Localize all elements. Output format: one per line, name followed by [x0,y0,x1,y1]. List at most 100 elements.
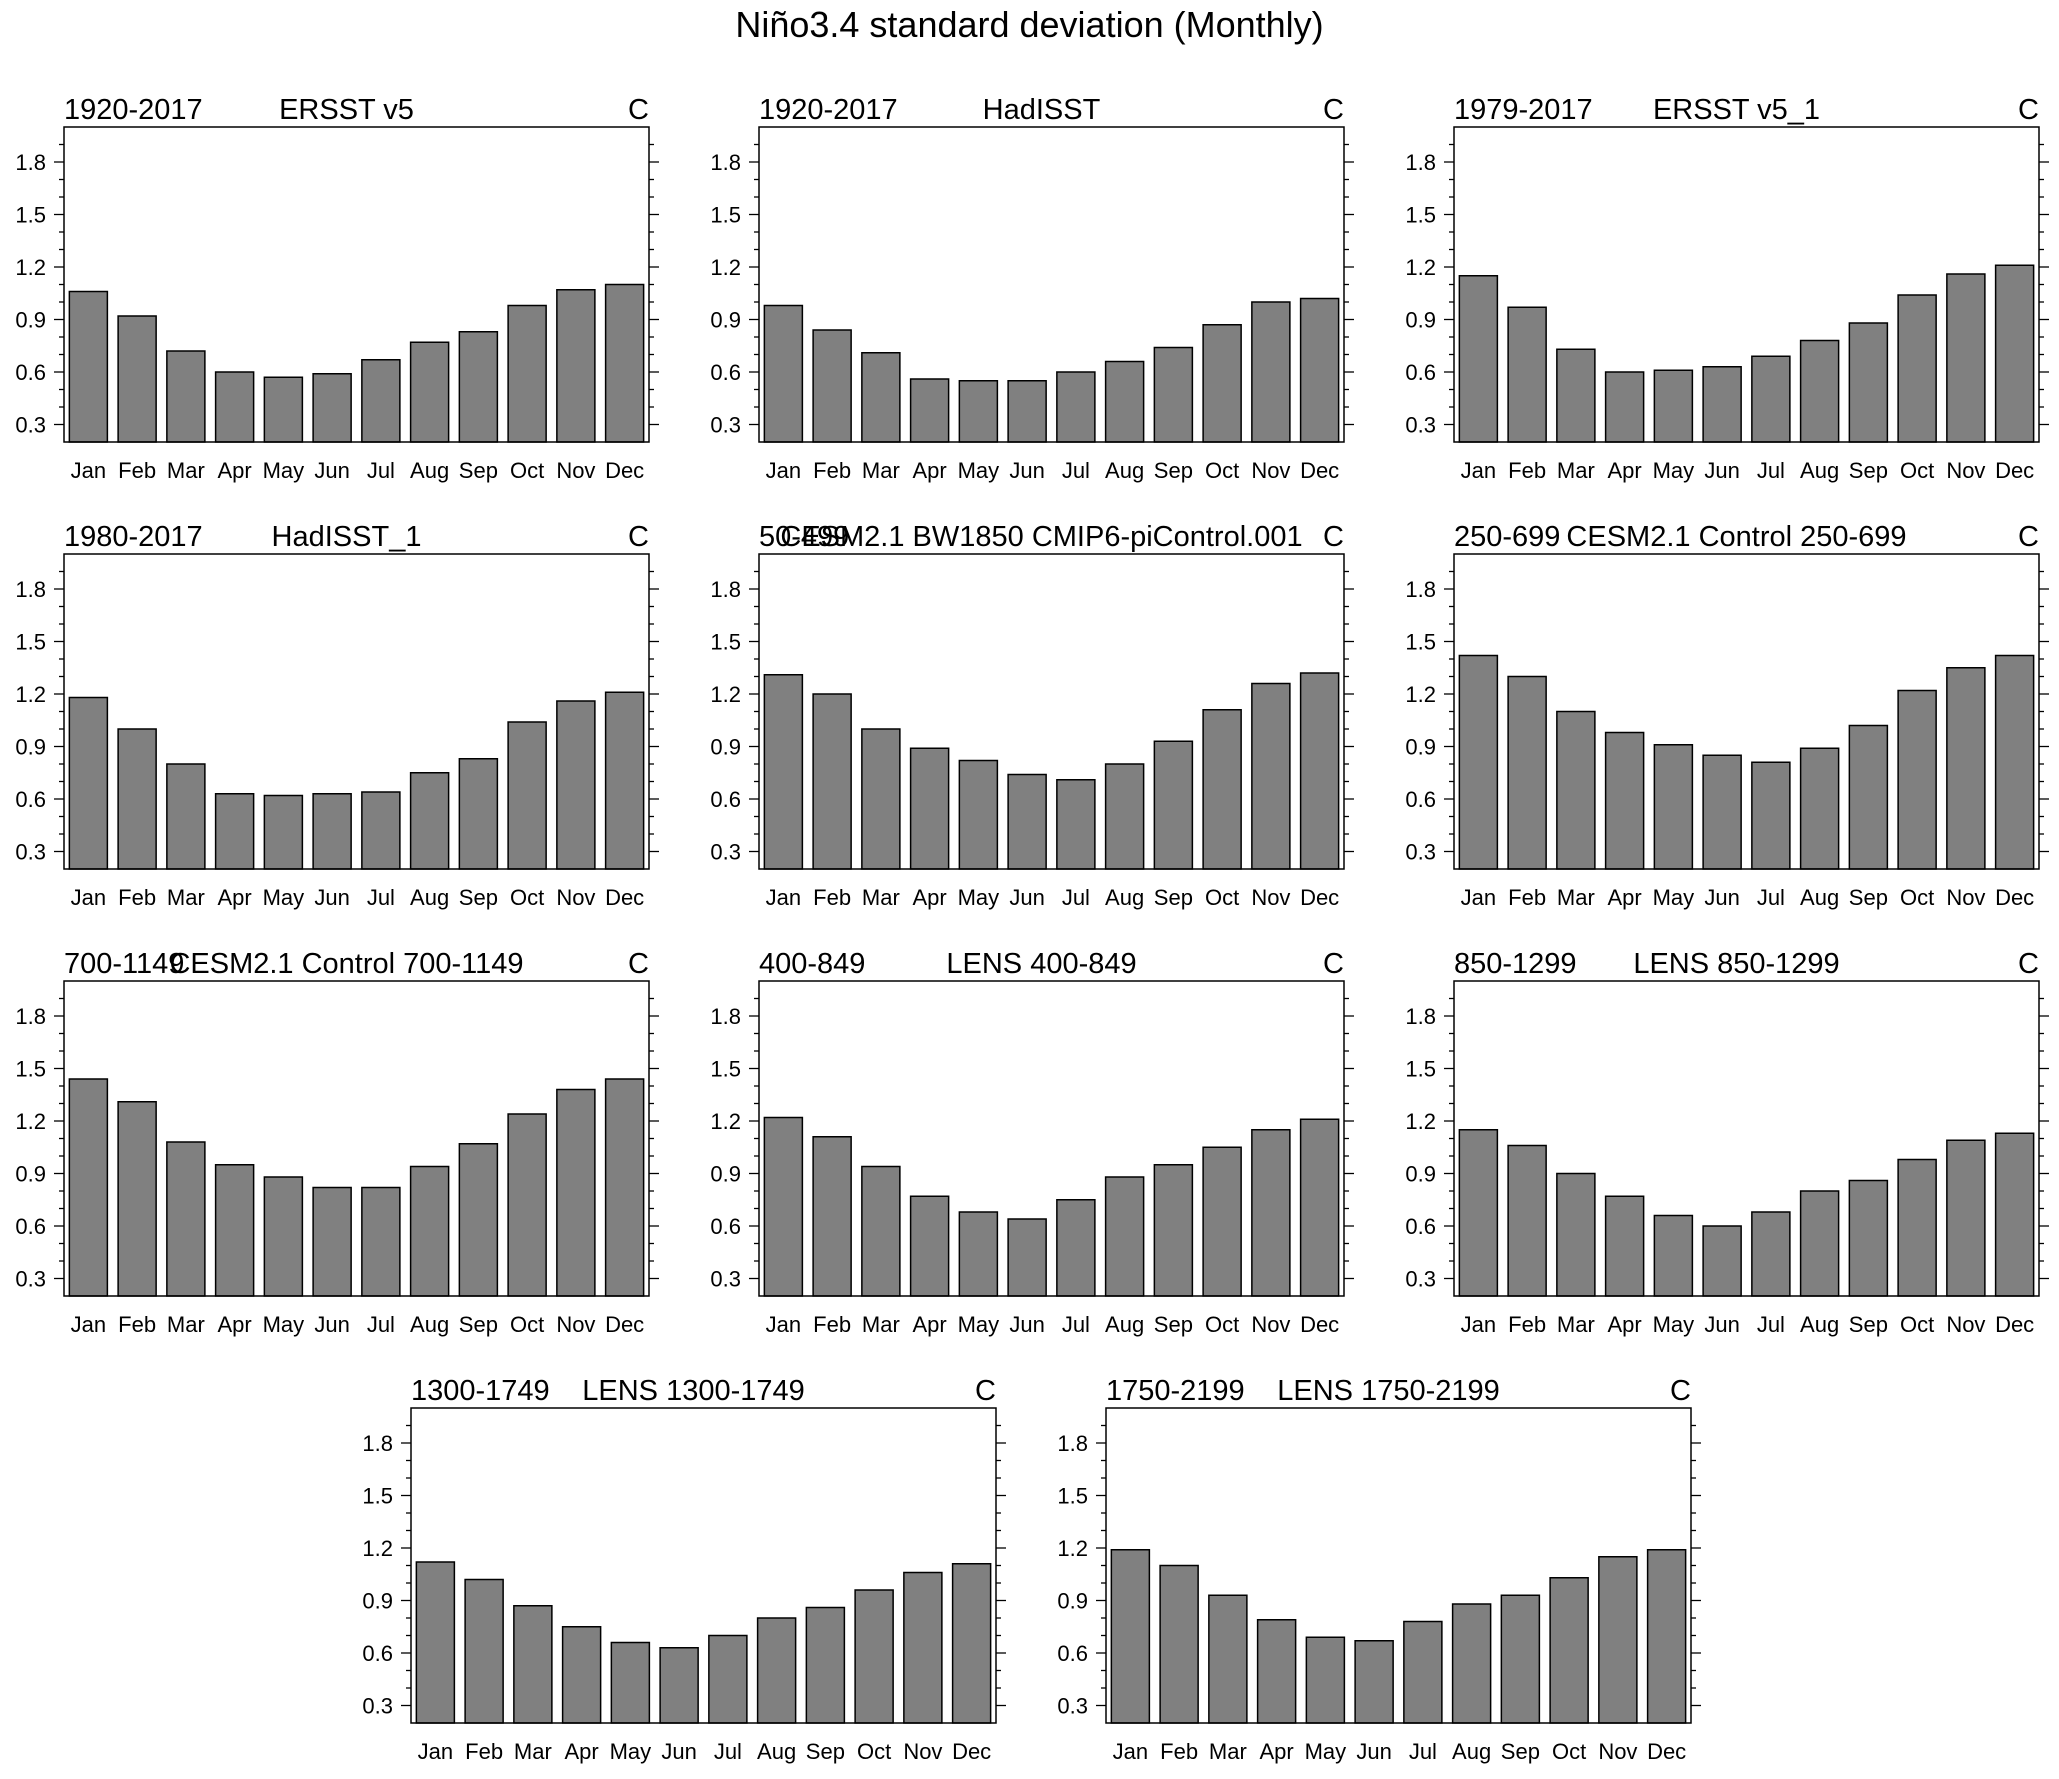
xtick-label-feb: Feb [813,885,851,910]
bar-jan [1458,1129,1499,1297]
chart-panel-9: 850-1299 LENS 850-1299 C 0.3 0.6 0.9 1.2 1.5 1.8… [1405,948,2049,1337]
xtick-label-jul: Jul [714,1739,742,1764]
bar-nov [556,1088,596,1297]
bar-mar [166,763,206,870]
ytick-label: 1.8 [710,150,741,175]
ytick-label: 0.6 [1405,1214,1436,1239]
xtick-label-dec: Dec [1995,1312,2034,1337]
ytick-label: 1.2 [15,682,46,707]
bar-sep [805,1606,846,1724]
bar-jul [1751,761,1791,870]
bar-aug [756,1617,797,1724]
bar-sep [1848,1179,1889,1297]
xtick-label-nov: Nov [1946,885,1985,910]
ytick-label: 0.9 [710,735,741,760]
xtick-label-sep: Sep [806,1739,845,1764]
xtick-label-may: May [958,458,1000,483]
chart-panel-4: 1980-2017 HadISST_1 C 0.3 0.6 0.9 1.2 1.5 1.8 Jan… [15,521,659,910]
bar-mar [861,1165,901,1297]
panel-title-center: ERSST v5 [279,94,414,126]
bar-may [958,759,999,870]
panel-title-right: C [1670,1375,1691,1407]
xtick-label-jul: Jul [1757,885,1785,910]
bar-oct [507,721,547,870]
xtick-label-jun: Jun [314,1312,349,1337]
ytick-label: 1.2 [710,682,741,707]
bar-jan [415,1561,456,1724]
ytick-label: 1.8 [15,150,46,175]
ytick-label: 1.8 [1405,577,1436,602]
ytick-label: 1.2 [1405,255,1436,280]
bar-jun [312,1186,352,1297]
bar-jul [361,1186,401,1297]
bar-may [958,1211,999,1297]
bar-oct [1897,689,1937,870]
bar-mar [166,1141,206,1297]
bar-jun [1007,1218,1047,1297]
ytick-label: 1.2 [1405,682,1436,707]
ytick-label: 1.5 [710,1057,741,1082]
xtick-label-apr: Apr [1260,1739,1294,1764]
chart-panel-2: 1920-2017 HadISST C 0.3 0.6 0.9 1.2 1.5 1.8 Jan Fe… [710,94,1354,483]
xtick-label-jan: Jan [71,885,106,910]
bar-mar [861,728,901,870]
bar-apr [214,793,255,870]
bar-jul [1056,371,1096,443]
bar-feb [1507,1144,1547,1297]
xtick-label-feb: Feb [118,885,156,910]
ytick-label: 0.9 [362,1589,393,1614]
bar-may [1653,744,1694,870]
panel-title-right: C [975,1375,996,1407]
bar-jun [1007,380,1047,443]
ytick-label: 1.5 [1405,203,1436,228]
xtick-label-dec: Dec [605,458,644,483]
xtick-label-nov: Nov [556,885,595,910]
xtick-label-jun: Jun [1704,1312,1739,1337]
panel-title-left: 850-1299 [1454,948,1577,980]
xtick-label-jan: Jan [766,458,801,483]
panel-title-left: 1920-2017 [759,94,898,126]
bar-oct [854,1589,894,1724]
xtick-label-mar: Mar [1557,885,1595,910]
ytick-label: 1.2 [710,255,741,280]
bar-sep [1848,724,1889,870]
xtick-label-aug: Aug [1800,1312,1839,1337]
xtick-label-nov: Nov [1946,1312,1985,1337]
xtick-label-oct: Oct [1900,1312,1934,1337]
chart-panel-1: 1920-2017 ERSST v5 C 0.3 0.6 0.9 1.2 1.5 1.8 Jan F… [15,94,659,483]
panel-title-left: 250-699 [1454,521,1560,553]
ytick-label: 0.6 [362,1641,393,1666]
xtick-label-jan: Jan [1461,885,1496,910]
xtick-label-aug: Aug [1105,1312,1144,1337]
xtick-label-oct: Oct [510,1312,544,1337]
bar-sep [458,331,499,443]
xtick-label-feb: Feb [1508,458,1546,483]
xtick-label-apr: Apr [218,1312,252,1337]
xtick-label-apr: Apr [218,458,252,483]
xtick-label-feb: Feb [118,1312,156,1337]
bar-apr [909,378,950,443]
xtick-label-may: May [263,1312,305,1337]
bar-jul [1751,355,1791,443]
ytick-label: 0.3 [15,413,46,438]
ytick-label: 0.3 [710,1267,741,1292]
ytick-label: 0.6 [15,360,46,385]
panel-title-right: C [628,94,649,126]
xtick-label-aug: Aug [410,885,449,910]
xtick-label-jul: Jul [1757,1312,1785,1337]
bar-jul [361,359,401,443]
bar-dec [1646,1549,1687,1724]
bar-nov [1946,1139,1986,1297]
ytick-label: 0.3 [15,1267,46,1292]
ytick-label: 1.5 [1405,630,1436,655]
xtick-label-aug: Aug [410,458,449,483]
bar-apr [909,1195,950,1297]
ytick-label: 1.8 [362,1431,393,1456]
xtick-label-aug: Aug [1800,458,1839,483]
bar-may [1653,369,1694,443]
xtick-label-nov: Nov [556,1312,595,1337]
ytick-label: 0.9 [710,308,741,333]
bar-oct [1897,1158,1937,1297]
chart-panel-10: 1300-1749 LENS 1300-1749 C 0.3 0.6 0.9 1.2 1.5 1… [362,1375,1006,1764]
